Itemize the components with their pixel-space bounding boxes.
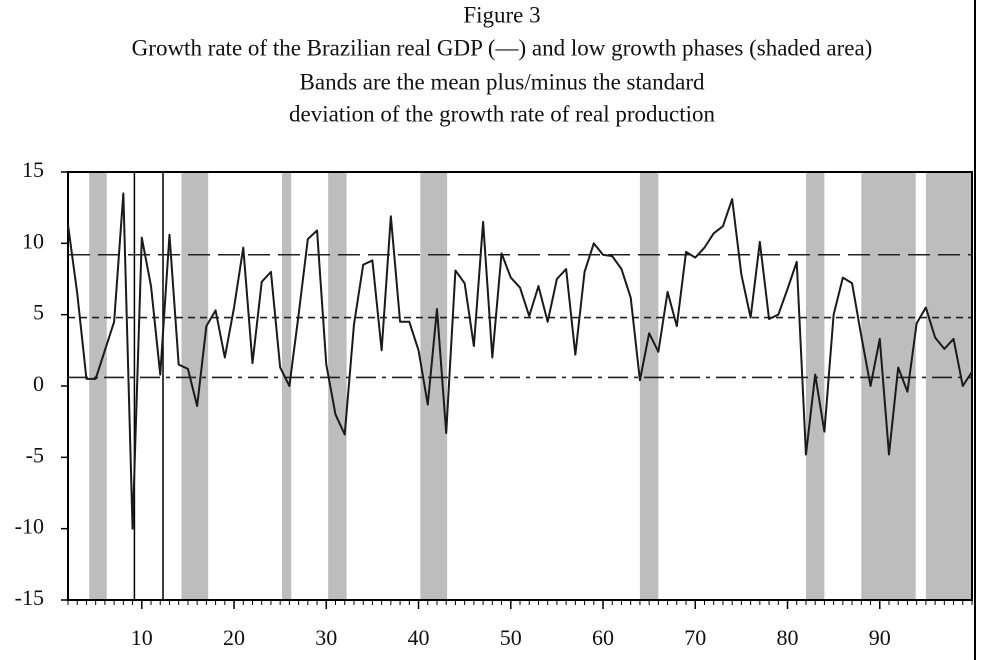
shaded-phase <box>639 172 659 600</box>
y-tick-label: -10 <box>15 514 44 539</box>
x-tick-label: 40 <box>408 625 430 650</box>
y-tick-label: -15 <box>15 585 44 610</box>
y-tick-label: 0 <box>33 371 44 396</box>
shaded-phase <box>89 172 107 600</box>
chart-subtitle: deviation of the growth rate of real pro… <box>289 101 715 126</box>
x-tick-label: 90 <box>869 625 891 650</box>
x-tick-label: 50 <box>500 625 522 650</box>
gdp-growth-line <box>67 192 973 530</box>
y-tick-label: 10 <box>22 228 44 253</box>
shaded-phase <box>181 172 209 600</box>
shaded-phase <box>805 172 825 600</box>
x-tick-label: 10 <box>131 625 153 650</box>
x-tick-label: 30 <box>315 625 337 650</box>
chart-subtitle: Bands are the mean plus/minus the standa… <box>300 69 705 94</box>
shaded-phase <box>925 172 972 600</box>
y-tick-label: 5 <box>33 300 44 325</box>
shaded-phase <box>282 172 292 600</box>
chart-subtitle: Growth rate of the Brazilian real GDP (—… <box>132 35 873 60</box>
y-tick-label: 15 <box>22 157 44 182</box>
shaded-phase <box>328 172 347 600</box>
x-tick-label: 70 <box>684 625 706 650</box>
chart-title: Figure 3 <box>463 2 540 27</box>
x-tick-label: 60 <box>592 625 614 650</box>
x-tick-label: 80 <box>777 625 799 650</box>
y-tick-label: -5 <box>26 442 44 467</box>
x-tick-label: 20 <box>223 625 245 650</box>
